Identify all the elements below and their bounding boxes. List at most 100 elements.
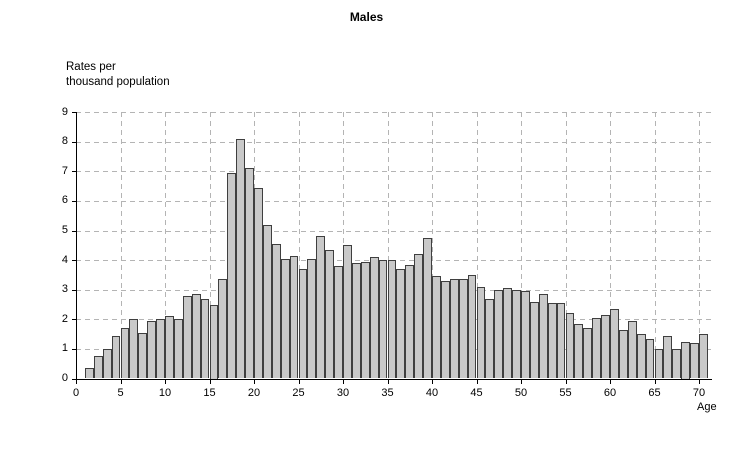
y-tick-label-3: 3	[61, 283, 68, 296]
gridline-v-40	[432, 112, 433, 379]
y-tick-0	[72, 378, 76, 380]
x-tick-label-70: 70	[692, 386, 706, 399]
bar-age-17	[227, 172, 237, 379]
x-tick-65	[654, 379, 656, 384]
bar-age-47	[494, 289, 504, 379]
bar-age-69	[690, 342, 699, 379]
bar-age-32	[360, 261, 370, 379]
bar-age-59	[601, 314, 610, 379]
bar-age-52	[538, 294, 548, 379]
bar-age-54	[556, 303, 566, 379]
gridline-h-6	[76, 200, 712, 202]
bar-age-27	[316, 236, 326, 379]
bar-age-10	[165, 316, 174, 379]
bar-age-61	[618, 329, 628, 379]
bar-age-28	[325, 249, 335, 379]
bar-age-62	[627, 320, 637, 379]
y-tick-8	[72, 141, 76, 143]
x-tick-label-15: 15	[203, 386, 216, 399]
chart-title: Males	[349, 10, 384, 24]
gridline-v-45	[476, 112, 478, 379]
bar-age-20	[254, 187, 263, 379]
x-tick-10	[165, 379, 166, 384]
gridline-v-5	[120, 112, 122, 379]
x-tick-label-35: 35	[381, 386, 394, 399]
bar-age-12	[182, 295, 192, 379]
y-tick-5	[72, 230, 76, 232]
bar-age-5	[120, 328, 130, 379]
bar-age-38	[414, 254, 424, 379]
bar-age-16	[218, 279, 228, 379]
x-tick-label-50: 50	[514, 386, 528, 399]
y-tick-6	[72, 200, 76, 202]
bar-age-26	[307, 258, 317, 379]
x-tick-15	[209, 379, 211, 384]
bar-age-21	[262, 224, 272, 379]
x-tick-label-55: 55	[559, 386, 572, 399]
bar-age-30	[343, 245, 352, 379]
bar-age-1	[84, 368, 94, 379]
bar-age-56	[574, 323, 584, 379]
bar-age-66	[663, 335, 673, 379]
bar-age-51	[529, 301, 539, 379]
gridline-v-60	[610, 112, 611, 379]
bar-age-2	[93, 356, 103, 379]
x-tick-label-40: 40	[425, 386, 439, 399]
y-tick-9	[72, 112, 76, 114]
bar-age-36	[396, 268, 406, 379]
bar-age-19	[245, 168, 254, 379]
x-tick-label-65: 65	[648, 386, 661, 399]
bar-age-60	[610, 308, 619, 379]
bar-age-31	[351, 263, 361, 379]
gridline-h-5	[76, 230, 712, 232]
x-tick-60	[610, 379, 611, 384]
bar-age-13	[191, 294, 201, 379]
bar-age-39	[423, 237, 432, 379]
bar-age-35	[387, 260, 397, 379]
bar-age-67	[672, 348, 682, 379]
y-tick-3	[72, 289, 76, 291]
bar-age-15	[209, 304, 219, 379]
bar-age-22	[271, 243, 281, 379]
x-tick-label-20: 20	[247, 386, 261, 399]
x-tick-label-30: 30	[336, 386, 350, 399]
gridline-h-9	[76, 112, 712, 114]
bar-age-34	[378, 260, 388, 379]
x-tick-label-45: 45	[470, 386, 483, 399]
bar-age-58	[592, 317, 602, 379]
gridline-v-50	[521, 112, 522, 379]
y-tick-label-9: 9	[61, 105, 68, 118]
y-axis-caption: Rates per thousand population	[66, 61, 170, 88]
gridline-h-8	[76, 141, 712, 143]
x-tick-40	[432, 379, 433, 384]
bar-age-63	[636, 334, 646, 379]
y-tick-label-2: 2	[61, 312, 68, 325]
x-tick-35	[387, 379, 389, 384]
bar-age-23	[280, 258, 290, 379]
bar-age-42	[449, 279, 459, 379]
bar-age-7	[138, 332, 148, 379]
bar-age-9	[156, 319, 165, 379]
bar-age-18	[236, 138, 246, 379]
y-tick-label-0: 0	[61, 372, 68, 384]
bar-age-53	[547, 303, 557, 379]
y-tick-label-7: 7	[61, 164, 68, 177]
gridline-v-15	[209, 112, 211, 379]
bar-age-65	[654, 348, 664, 379]
gridline-v-70	[699, 112, 700, 379]
gridline-h-7	[76, 171, 712, 173]
x-axis-line	[76, 378, 712, 380]
bar-age-25	[298, 268, 308, 379]
y-tick-1	[72, 348, 76, 350]
bar-age-24	[289, 255, 299, 379]
x-axis-label: Age	[697, 401, 717, 413]
x-tick-50	[521, 379, 522, 384]
bar-age-50	[521, 291, 530, 379]
bar-age-11	[173, 319, 183, 379]
y-tick-label-6: 6	[61, 194, 68, 207]
y-tick-label-5: 5	[61, 224, 68, 236]
bar-age-41	[440, 280, 450, 379]
x-tick-label-25: 25	[292, 386, 305, 399]
bar-age-57	[583, 328, 593, 379]
